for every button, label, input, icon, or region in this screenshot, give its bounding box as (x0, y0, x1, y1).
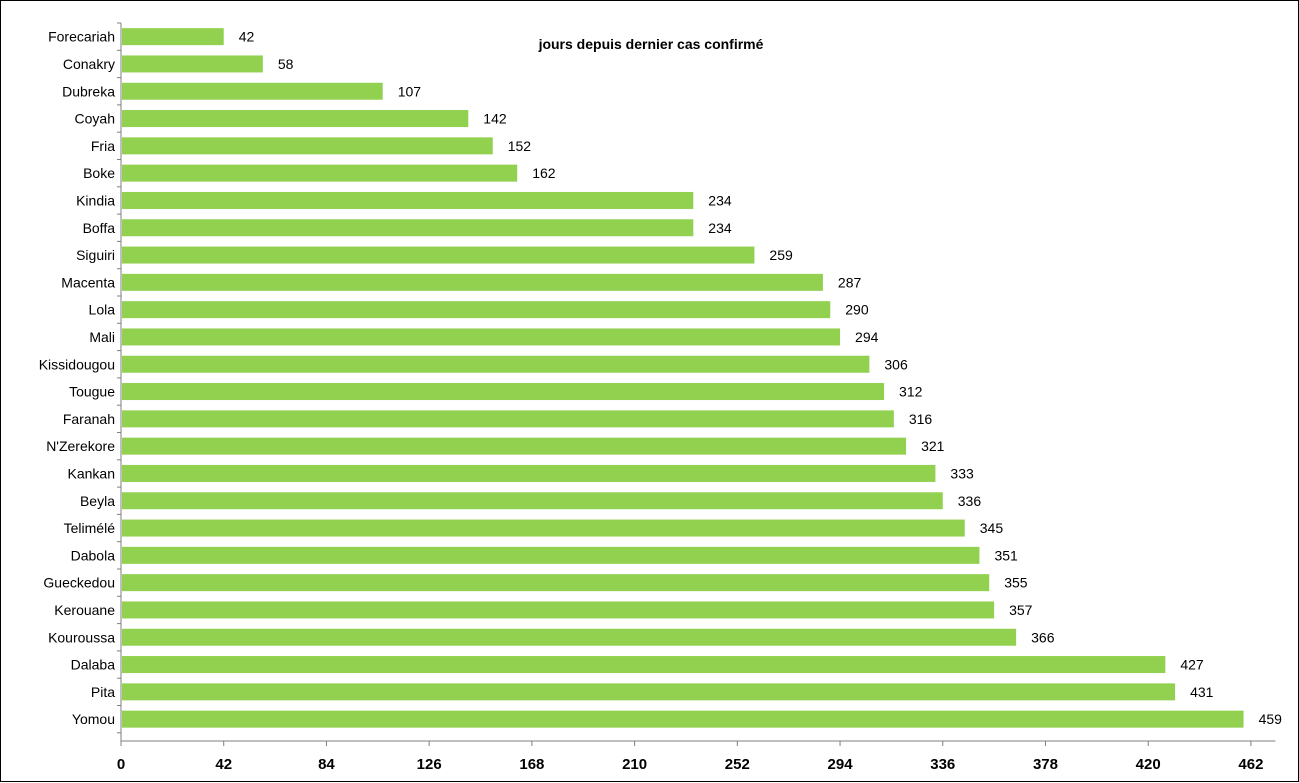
category-label-beyla: Beyla (80, 493, 115, 509)
data-label-n-zerekore: 321 (921, 438, 945, 454)
data-label-telim-l-: 345 (980, 520, 1004, 536)
data-label-tougue: 312 (899, 384, 923, 400)
bar-mali (122, 328, 841, 346)
chart-title: jours depuis dernier cas confirmé (538, 36, 764, 52)
data-label-dubreka: 107 (398, 83, 422, 99)
x-tick-label-252: 252 (725, 756, 750, 773)
x-tick-label-462: 462 (1238, 756, 1263, 773)
category-label-lola: Lola (89, 302, 116, 318)
data-label-dabola: 351 (994, 547, 1018, 563)
data-label-pita: 431 (1190, 684, 1214, 700)
data-label-yomou: 459 (1259, 711, 1283, 727)
category-label-kerouane: Kerouane (54, 602, 115, 618)
category-label-n-zerekore: N'Zerekore (46, 438, 115, 454)
category-label-coyah: Coyah (75, 111, 115, 127)
bar-faranah (122, 410, 894, 428)
bar-yomou (122, 710, 1244, 728)
bars-group: Forecariah 42 Conakry 58 Dubreka 107 Coyah 142 F… (39, 28, 1282, 728)
data-label-lola: 290 (845, 302, 869, 318)
bar-dubreka (122, 82, 383, 100)
x-tick-label-168: 168 (519, 756, 544, 773)
category-label-boffa: Boffa (83, 220, 116, 236)
data-label-kankan: 333 (950, 465, 974, 481)
bar-n-zerekore (122, 437, 907, 455)
category-label-dalaba: Dalaba (71, 657, 116, 673)
category-label-faranah: Faranah (63, 411, 115, 427)
category-label-gueckedou: Gueckedou (43, 575, 115, 591)
axes-group: 0 42 84 126 168 210 252 294 336 378 420 462 (117, 22, 1276, 773)
category-label-kankan: Kankan (68, 465, 115, 481)
bar-forecariah (122, 28, 224, 46)
bar-gueckedou (122, 574, 990, 592)
data-label-boke: 162 (532, 165, 556, 181)
bar-pita (122, 683, 1176, 701)
category-label-dubreka: Dubreka (62, 83, 115, 99)
data-label-forecariah: 42 (239, 29, 255, 45)
bar-lola (122, 301, 831, 319)
category-label-mali: Mali (89, 329, 115, 345)
x-tick-label-0: 0 (117, 756, 125, 773)
x-tick-label-210: 210 (622, 756, 647, 773)
bar-kankan (122, 464, 936, 482)
category-label-fria: Fria (91, 138, 115, 154)
data-label-conakry: 58 (278, 56, 294, 72)
data-label-boffa: 234 (708, 220, 732, 236)
x-tick-label-84: 84 (318, 756, 335, 773)
bar-telim-l- (122, 519, 965, 537)
category-label-kouroussa: Kouroussa (48, 629, 115, 645)
bar-kindia (122, 191, 694, 209)
data-label-mali: 294 (855, 329, 879, 345)
category-label-conakry: Conakry (63, 56, 115, 72)
data-label-macenta: 287 (838, 274, 862, 290)
category-label-forecariah: Forecariah (48, 29, 115, 45)
category-label-macenta: Macenta (61, 274, 115, 290)
data-label-kissidougou: 306 (884, 356, 908, 372)
category-label-boke: Boke (83, 165, 115, 181)
bar-fria (122, 137, 493, 155)
bar-dabola (122, 546, 980, 564)
bar-coyah (122, 110, 469, 128)
bar-boffa (122, 219, 694, 237)
bar-kerouane (122, 601, 995, 619)
data-label-fria: 152 (508, 138, 532, 154)
data-label-gueckedou: 355 (1004, 575, 1028, 591)
x-tick-label-294: 294 (828, 756, 854, 773)
category-label-pita: Pita (91, 684, 115, 700)
bar-kissidougou (122, 355, 870, 373)
data-label-dalaba: 427 (1180, 657, 1204, 673)
x-tick-label-126: 126 (417, 756, 442, 773)
x-tick-label-420: 420 (1136, 756, 1161, 773)
bar-kouroussa (122, 628, 1017, 646)
x-tick-label-336: 336 (930, 756, 955, 773)
bar-beyla (122, 492, 943, 510)
category-label-kindia: Kindia (76, 192, 115, 208)
data-label-siguiri: 259 (769, 247, 793, 263)
category-label-yomou: Yomou (72, 711, 115, 727)
bar-siguiri (122, 246, 755, 264)
data-label-kindia: 234 (708, 192, 732, 208)
data-label-faranah: 316 (909, 411, 933, 427)
category-label-kissidougou: Kissidougou (39, 356, 115, 372)
data-label-beyla: 336 (958, 493, 982, 509)
bar-conakry (122, 55, 263, 73)
bar-dalaba (122, 656, 1166, 674)
category-label-telim-l-: Telimélé (64, 520, 116, 536)
bar-boke (122, 164, 518, 182)
data-label-coyah: 142 (483, 111, 507, 127)
x-tick-label-378: 378 (1033, 756, 1058, 773)
x-tick-label-42: 42 (215, 756, 232, 773)
category-label-siguiri: Siguiri (76, 247, 115, 263)
data-label-kouroussa: 366 (1031, 629, 1055, 645)
category-label-tougue: Tougue (69, 384, 115, 400)
bar-macenta (122, 273, 823, 291)
data-label-kerouane: 357 (1009, 602, 1033, 618)
category-label-dabola: Dabola (71, 547, 116, 563)
bar-tougue (122, 383, 885, 401)
